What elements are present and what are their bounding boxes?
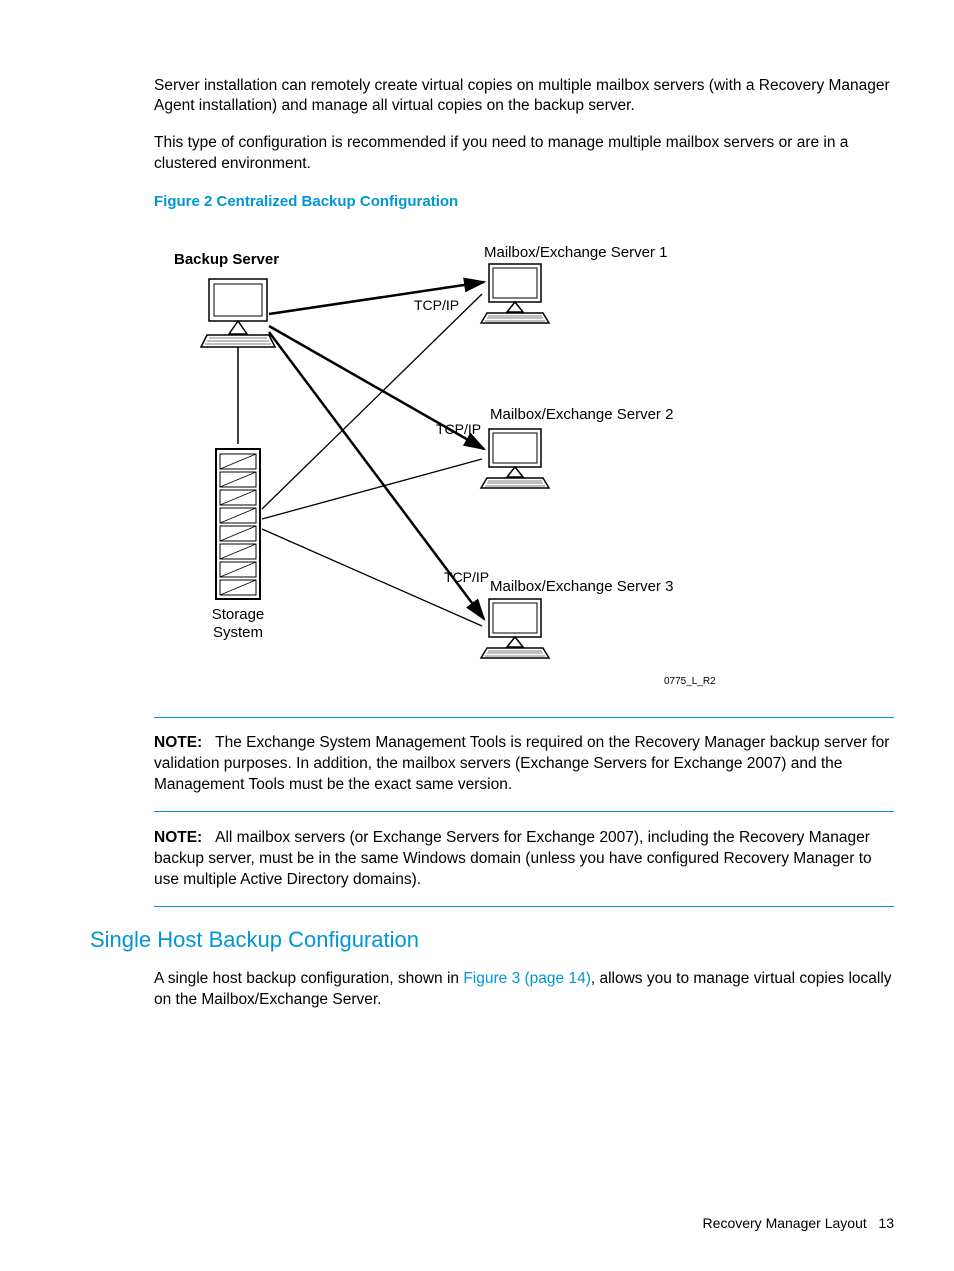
note-rule xyxy=(154,906,894,907)
section-body-pre: A single host backup configuration, show… xyxy=(154,970,463,987)
footer-text: Recovery Manager Layout xyxy=(703,1215,867,1231)
document-page: Server installation can remotely create … xyxy=(0,0,954,1271)
figure-ref-id: 0775_L_R2 xyxy=(664,676,716,687)
note-rule xyxy=(154,717,894,718)
section-body: A single host backup configuration, show… xyxy=(154,969,894,1011)
note-2: NOTE: All mailbox servers (or Exchange S… xyxy=(154,828,894,891)
backup-server-icon xyxy=(201,279,275,444)
mailbox-server-2-label: Mailbox/Exchange Server 2 xyxy=(490,406,673,423)
footer-page: 13 xyxy=(878,1215,894,1231)
note-label: NOTE: xyxy=(154,734,202,751)
figure-3-link[interactable]: Figure 3 (page 14) xyxy=(463,970,591,987)
note-rule xyxy=(154,811,894,812)
conn-label-1: TCP/IP xyxy=(414,297,459,313)
backup-server-label: Backup Server xyxy=(174,251,279,268)
mailbox-server-1-icon xyxy=(481,264,549,323)
mailbox-server-3-icon xyxy=(481,599,549,658)
figure-caption: Figure 2 Centralized Backup Configuratio… xyxy=(154,193,894,210)
storage-system-icon xyxy=(216,449,260,599)
mailbox-server-3-label: Mailbox/Exchange Server 3 xyxy=(490,578,673,595)
note-1-body: The Exchange System Management Tools is … xyxy=(154,734,889,793)
section-heading: Single Host Backup Configuration xyxy=(90,927,894,953)
conn-label-3: TCP/IP xyxy=(444,569,489,585)
mailbox-server-2-icon xyxy=(481,429,549,488)
paragraph-intro-2: This type of configuration is recommende… xyxy=(154,133,894,175)
note-label: NOTE: xyxy=(154,829,202,846)
storage-label-2: System xyxy=(213,624,263,641)
conn-storage-s1 xyxy=(262,294,482,509)
paragraph-intro-1: Server installation can remotely create … xyxy=(154,76,894,118)
storage-label-1: Storage xyxy=(212,606,265,623)
figure-diagram: Backup Server xyxy=(154,224,894,699)
page-footer: Recovery Manager Layout 13 xyxy=(703,1215,894,1231)
note-2-body: All mailbox servers (or Exchange Servers… xyxy=(154,829,872,888)
conn-label-2: TCP/IP xyxy=(436,421,481,437)
note-1: NOTE: The Exchange System Management Too… xyxy=(154,733,894,796)
mailbox-server-1-label: Mailbox/Exchange Server 1 xyxy=(484,244,667,261)
